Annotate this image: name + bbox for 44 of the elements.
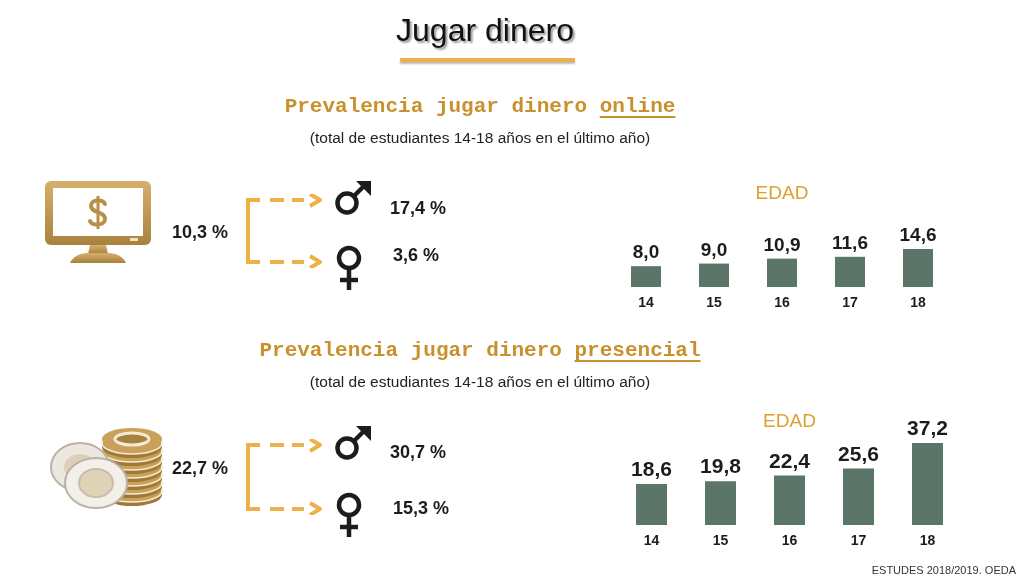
- text: (total de estudiantes 14-18 años en el último año): [309, 129, 651, 146]
- bar: [767, 258, 797, 287]
- text: 17,4 %: [390, 198, 447, 218]
- bar: [912, 443, 943, 525]
- chart-title: EDAD: [763, 410, 816, 431]
- text: 10,3 %: [172, 222, 229, 242]
- data-label: 25,6: [838, 441, 879, 465]
- x-tick-label: 18: [910, 293, 926, 310]
- data-label: 8,0: [632, 241, 660, 263]
- text: Prevalencia jugar dinero online: [284, 95, 676, 118]
- bar: [705, 481, 736, 525]
- data-label: 9,0: [700, 238, 728, 260]
- data-label: 10,9: [763, 233, 801, 255]
- bar: [835, 256, 865, 287]
- text: Prevalencia jugar dinero presencial: [259, 339, 701, 362]
- x-tick-label: 15: [712, 531, 729, 548]
- chart-title: EDAD: [755, 182, 809, 203]
- text: ESTUDES 2018/2019. OEDA: [871, 564, 1016, 576]
- x-tick-label: 18: [919, 531, 936, 548]
- x-tick-label: 14: [638, 293, 654, 310]
- text: (total de estudiantes 14-18 años en el último año): [309, 373, 651, 390]
- text: 30,7 %: [390, 442, 447, 462]
- bar: [774, 475, 805, 525]
- x-tick-label: 16: [774, 293, 790, 310]
- data-label: 22,4: [769, 448, 811, 472]
- bar: [903, 249, 933, 287]
- text: 22,7 %: [172, 458, 229, 478]
- x-tick-label: 17: [850, 531, 867, 548]
- bar: [636, 484, 667, 525]
- data-label: 19,8: [700, 454, 742, 478]
- bar: [843, 468, 874, 525]
- bar: [699, 263, 729, 287]
- data-label: 11,6: [832, 231, 868, 253]
- x-tick-label: 14: [643, 531, 660, 548]
- x-tick-label: 16: [781, 531, 798, 548]
- data-label: 14,6: [899, 224, 937, 245]
- text: 15,3 %: [393, 498, 450, 518]
- text: Jugar dinero: [396, 12, 574, 48]
- bar: [631, 266, 661, 287]
- data-label: 37,2: [907, 416, 948, 439]
- text: 3,6 %: [393, 245, 440, 265]
- x-tick-label: 17: [842, 293, 858, 310]
- x-tick-label: 15: [706, 293, 722, 310]
- data-label: 18,6: [631, 457, 672, 480]
